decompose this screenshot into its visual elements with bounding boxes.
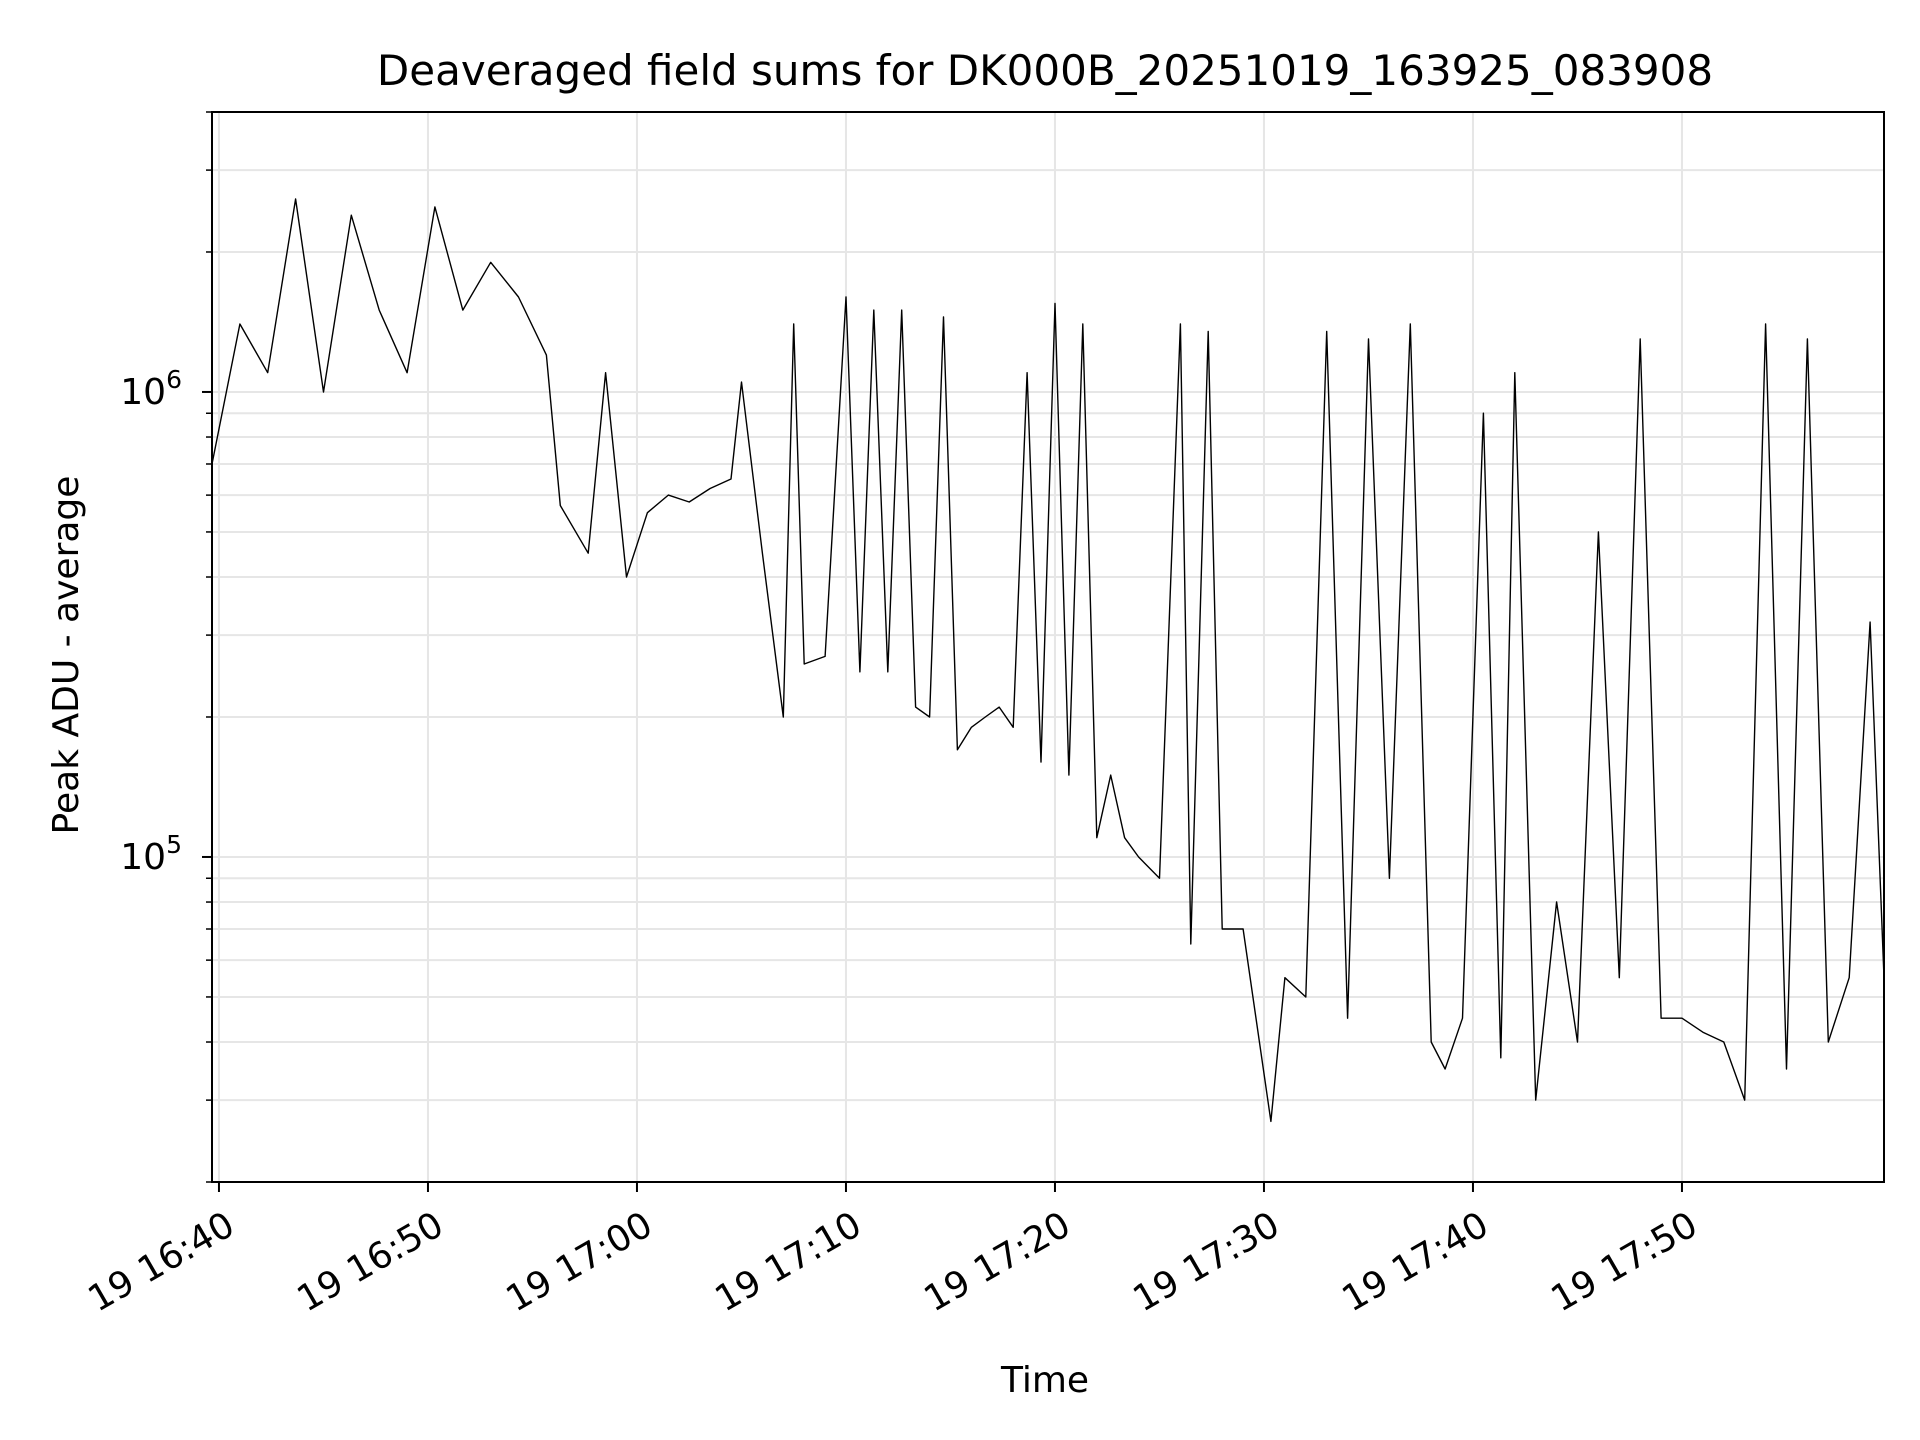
y-tick-label-base: 10 <box>120 837 166 878</box>
x-axis-label: Time <box>1000 1360 1089 1401</box>
plot-frame <box>211 111 1885 1183</box>
line-layer <box>211 198 1885 1123</box>
y-tick-label-exponent: 5 <box>166 830 182 859</box>
y-tick-label-base: 10 <box>120 372 166 413</box>
series-line-0 <box>211 198 1885 1123</box>
y-tick-label-exponent: 6 <box>166 365 182 394</box>
y-axis-label: Peak ADU - average <box>46 476 87 835</box>
y-tick-label: 106 <box>120 365 182 413</box>
y-tick-label: 105 <box>120 830 182 878</box>
chart-title: Deaveraged field sums for DK000B_2025101… <box>377 46 1713 95</box>
